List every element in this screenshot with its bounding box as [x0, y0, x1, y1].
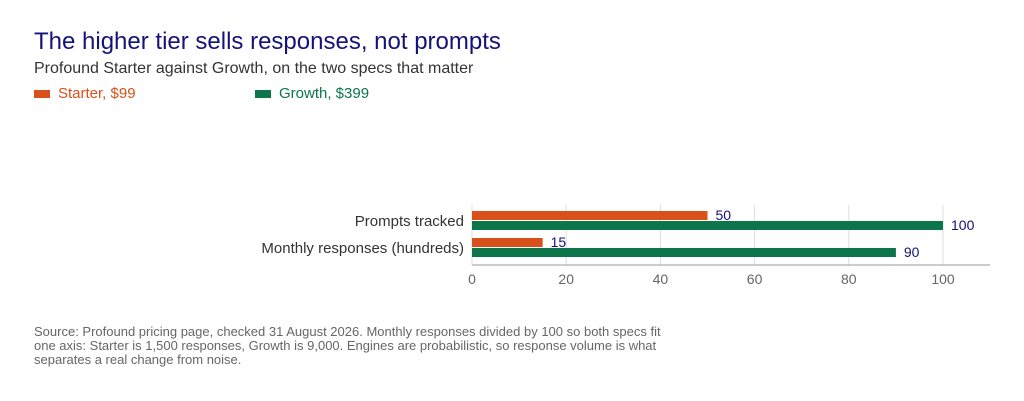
legend-swatch-starter	[34, 89, 50, 98]
x-tick-label-0: 0	[468, 271, 476, 287]
chart-subtitle: Profound Starter against Growth, on the …	[34, 60, 474, 77]
value-label-1-1: 90	[904, 244, 920, 260]
bar-1-1	[472, 248, 896, 257]
x-tick-label-5: 100	[931, 271, 955, 287]
x-tick-label-4: 80	[841, 271, 857, 287]
bar-1-0	[472, 238, 543, 247]
bar-0-1	[472, 221, 943, 230]
value-label-0-1: 100	[951, 217, 975, 233]
legend-swatch-growth	[255, 89, 271, 98]
category-label-1: Monthly responses (hundreds)	[261, 240, 464, 257]
legend: Starter, $99 Growth, $399	[0, 85, 1024, 105]
legend-label-starter: Starter, $99	[58, 85, 136, 102]
x-tick-label-1: 20	[558, 271, 574, 287]
legend-item-starter: Starter, $99	[34, 85, 136, 102]
x-tick-label-2: 40	[653, 271, 669, 287]
x-tick-label-3: 60	[747, 271, 763, 287]
legend-item-growth: Growth, $399	[255, 85, 369, 102]
category-label-0: Prompts tracked	[355, 213, 464, 230]
bar-0-0	[472, 211, 708, 220]
chart-title: The higher tier sells responses, not pro…	[34, 28, 501, 55]
value-label-0-0: 50	[716, 207, 732, 223]
source-note: Source: Profound pricing page, checked 3…	[34, 324, 661, 367]
legend-label-growth: Growth, $399	[279, 85, 370, 102]
value-label-1-0: 15	[551, 234, 567, 250]
